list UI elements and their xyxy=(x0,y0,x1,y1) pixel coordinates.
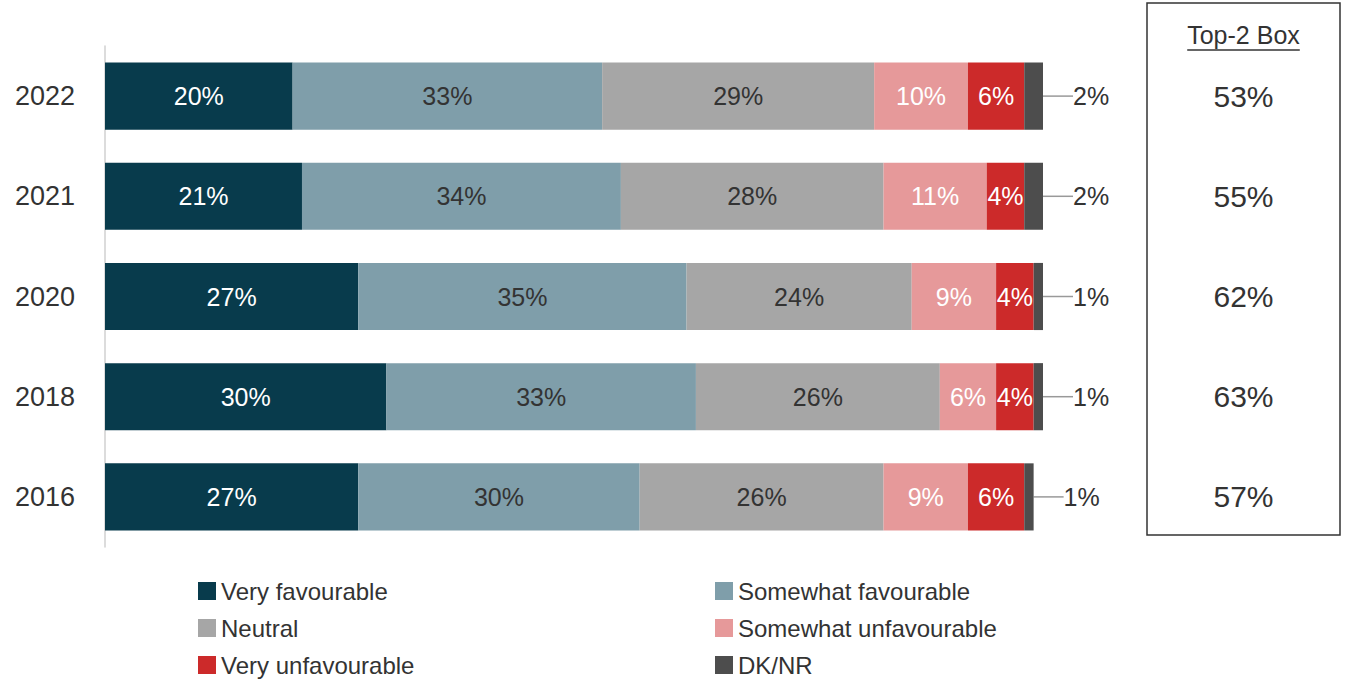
svg-text:6%: 6% xyxy=(950,383,986,411)
svg-text:24%: 24% xyxy=(774,283,824,311)
svg-text:2018: 2018 xyxy=(15,382,75,412)
svg-text:Somewhat unfavourable: Somewhat unfavourable xyxy=(738,615,997,642)
svg-text:11%: 11% xyxy=(911,182,959,210)
svg-text:1%: 1% xyxy=(1064,483,1100,511)
svg-text:2%: 2% xyxy=(1073,82,1109,110)
svg-text:10%: 10% xyxy=(896,82,946,110)
svg-text:26%: 26% xyxy=(737,483,787,511)
svg-text:27%: 27% xyxy=(207,283,257,311)
svg-text:2021: 2021 xyxy=(15,181,75,211)
svg-text:27%: 27% xyxy=(207,483,257,511)
svg-text:DK/NR: DK/NR xyxy=(738,652,813,679)
svg-text:Top-2 Box: Top-2 Box xyxy=(1187,21,1300,49)
svg-text:33%: 33% xyxy=(422,82,472,110)
svg-text:Very favourable: Very favourable xyxy=(221,578,388,605)
svg-text:6%: 6% xyxy=(978,82,1014,110)
svg-text:53%: 53% xyxy=(1213,80,1273,113)
svg-text:9%: 9% xyxy=(936,283,972,311)
svg-text:4%: 4% xyxy=(997,283,1033,311)
svg-text:4%: 4% xyxy=(987,182,1023,210)
svg-text:30%: 30% xyxy=(474,483,524,511)
svg-text:29%: 29% xyxy=(713,82,763,110)
svg-text:Very unfavourable: Very unfavourable xyxy=(221,652,414,679)
svg-text:2%: 2% xyxy=(1073,182,1109,210)
svg-text:2020: 2020 xyxy=(15,282,75,312)
svg-text:9%: 9% xyxy=(908,483,944,511)
svg-text:1%: 1% xyxy=(1073,383,1109,411)
svg-text:2016: 2016 xyxy=(15,482,75,512)
svg-text:34%: 34% xyxy=(436,182,486,210)
svg-text:30%: 30% xyxy=(221,383,271,411)
svg-text:55%: 55% xyxy=(1213,180,1273,213)
svg-text:20%: 20% xyxy=(174,82,224,110)
svg-text:21%: 21% xyxy=(178,182,228,210)
svg-text:Somewhat favourable: Somewhat favourable xyxy=(738,578,970,605)
svg-text:62%: 62% xyxy=(1213,280,1273,313)
svg-text:Neutral: Neutral xyxy=(221,615,298,642)
svg-text:57%: 57% xyxy=(1213,480,1273,513)
svg-text:28%: 28% xyxy=(727,182,777,210)
svg-text:35%: 35% xyxy=(497,283,547,311)
svg-text:4%: 4% xyxy=(997,383,1033,411)
svg-text:1%: 1% xyxy=(1073,283,1109,311)
svg-text:63%: 63% xyxy=(1213,380,1273,413)
svg-text:26%: 26% xyxy=(793,383,843,411)
svg-text:33%: 33% xyxy=(516,383,566,411)
svg-text:2022: 2022 xyxy=(15,81,75,111)
svg-text:6%: 6% xyxy=(978,483,1014,511)
